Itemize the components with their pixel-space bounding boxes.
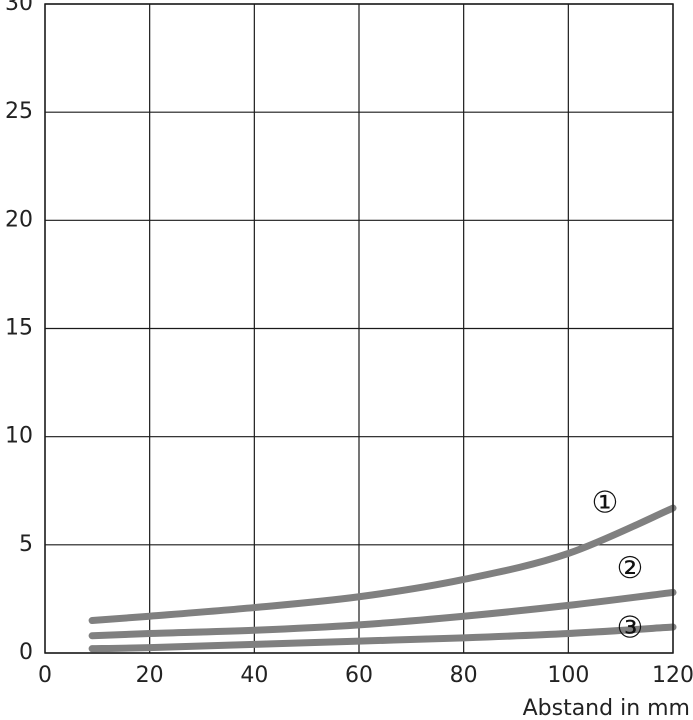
x-tick-label: 80: [450, 663, 478, 688]
data-line: [88, 588, 677, 640]
x-tick-label: 0: [38, 663, 52, 688]
x-tick-label: 20: [136, 663, 164, 688]
y-tick-label: 10: [5, 424, 33, 449]
y-tick-label: 25: [5, 99, 33, 124]
x-tick-label: 120: [652, 663, 693, 688]
x-axis-label: Abstand in mm: [523, 696, 690, 720]
x-tick-label: 60: [345, 663, 373, 688]
data-line: [88, 504, 677, 625]
data-line: [88, 623, 677, 653]
series-label: ②: [617, 551, 644, 586]
series-label: ③: [617, 611, 644, 646]
y-tick-label: 15: [5, 316, 33, 341]
y-tick-label: 5: [19, 532, 33, 557]
series-label: ①: [592, 486, 619, 521]
x-tick-label: 40: [240, 663, 268, 688]
y-tick-label: 20: [5, 207, 33, 232]
plot-border: [44, 3, 674, 654]
y-tick-label: 0: [19, 640, 33, 665]
x-tick-label: 100: [547, 663, 589, 688]
y-tick-label: 30: [5, 0, 33, 16]
